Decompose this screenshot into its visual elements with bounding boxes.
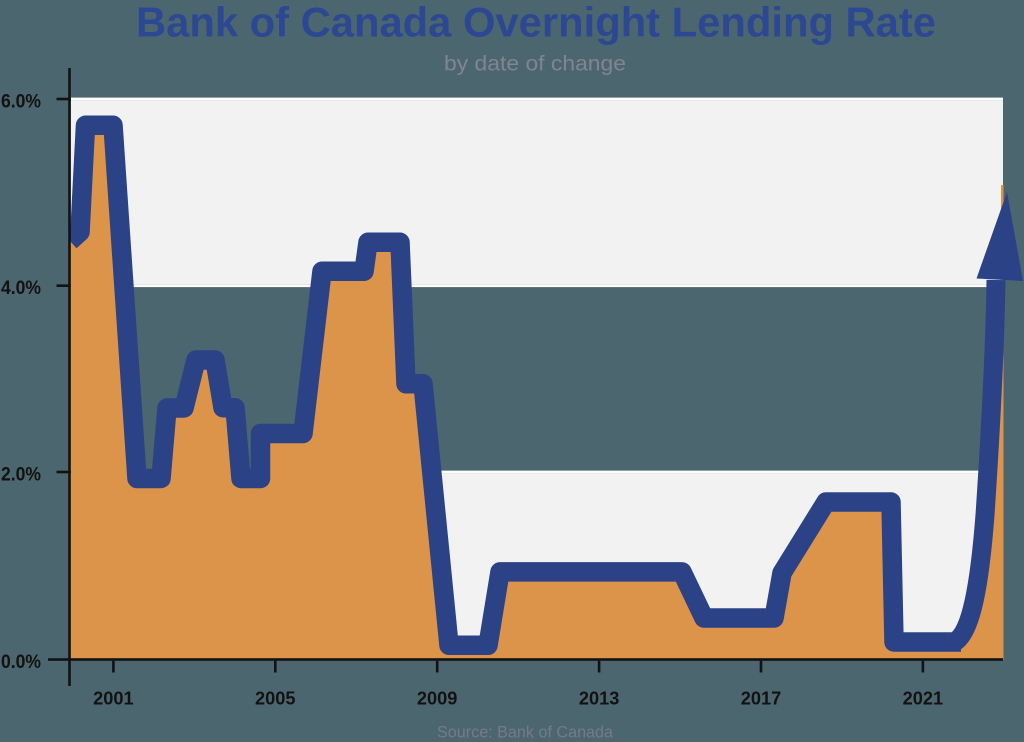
svg-text:Bank of Canada Overnight Lendi: Bank of Canada Overnight Lending Rate	[136, 0, 936, 46]
svg-text:2021: 2021	[903, 689, 944, 709]
svg-text:2013: 2013	[579, 689, 620, 709]
svg-text:6.0%: 6.0%	[1, 92, 41, 113]
svg-text:Source: Bank of Canada: Source: Bank of Canada	[437, 723, 614, 742]
svg-text:4.0%: 4.0%	[1, 278, 41, 299]
svg-text:2001: 2001	[93, 689, 134, 709]
svg-text:2009: 2009	[417, 689, 458, 709]
svg-text:2005: 2005	[255, 689, 296, 709]
svg-text:0.0%: 0.0%	[1, 652, 41, 673]
svg-text:2017: 2017	[741, 689, 782, 709]
svg-text:by date of change: by date of change	[444, 53, 626, 76]
svg-text:2.0%: 2.0%	[1, 465, 41, 486]
